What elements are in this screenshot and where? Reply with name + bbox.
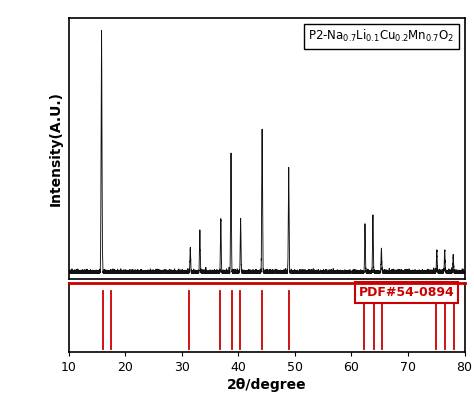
X-axis label: 2θ/degree: 2θ/degree (227, 378, 306, 392)
Text: P2-Na$_{0.7}$Li$_{0.1}$Cu$_{0.2}$Mn$_{0.7}$O$_2$: P2-Na$_{0.7}$Li$_{0.1}$Cu$_{0.2}$Mn$_{0.… (309, 28, 455, 45)
Text: PDF#54-0894: PDF#54-0894 (359, 286, 455, 299)
Y-axis label: Intensity(A.U.): Intensity(A.U.) (49, 91, 63, 206)
